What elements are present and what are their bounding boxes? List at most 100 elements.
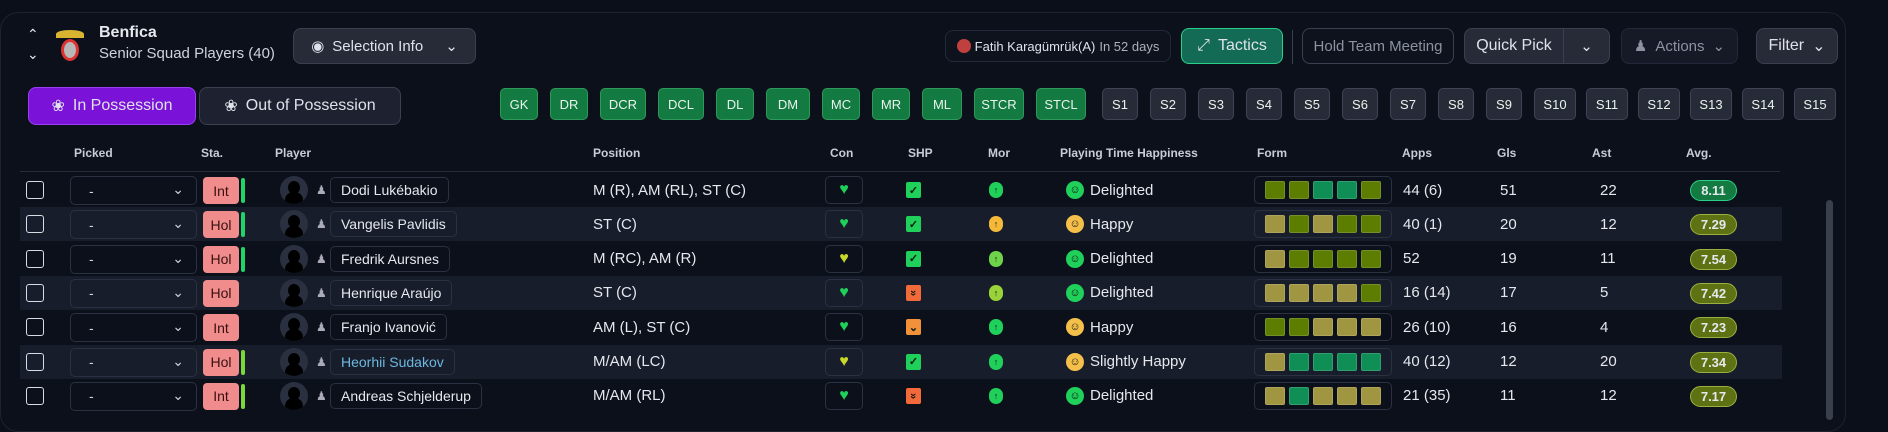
sub-button-s12[interactable]: S12 [1638,88,1680,120]
quick-pick-button[interactable]: Quick Pick [1464,28,1564,64]
player-name-link[interactable]: Franjo Ivanović [330,314,447,341]
status-bar [241,212,245,238]
col-morale[interactable]: Mor [988,146,1010,160]
row-checkbox[interactable] [26,386,44,405]
status-badge[interactable]: Hol [203,245,239,273]
col-player[interactable]: Player [275,146,312,160]
sub-button-s13[interactable]: S13 [1690,88,1732,120]
picked-dropdown[interactable]: - ⌄ [70,244,197,274]
player-name-link[interactable]: Fredrik Aursnes [330,245,451,272]
status-badge[interactable]: Int [203,177,239,204]
player-name-link[interactable]: Andreas Schjelderup [330,382,482,409]
col-average[interactable]: Avg. [1686,146,1712,160]
player-name-link[interactable]: Henrique Araújo [330,279,453,306]
avatar [280,278,308,307]
col-apps[interactable]: Apps [1402,146,1432,160]
selection-info-button[interactable]: ◉ Selection Info ⌄ [293,28,476,64]
col-picked[interactable]: Picked [74,146,113,160]
form-match [1289,215,1309,234]
scrollbar[interactable] [1826,200,1833,420]
sub-button-s8[interactable]: S8 [1438,88,1474,120]
table-row[interactable]: - ⌄ Int ♟ Franjo Ivanović AM (L), ST (C) … [20,310,1782,344]
status-badge[interactable]: Hol [203,348,239,376]
row-checkbox[interactable] [26,283,44,302]
table-row[interactable]: - ⌄ Int ♟ Dodi Lukébakio M (R), AM (RL), … [20,173,1782,207]
sub-button-s4[interactable]: S4 [1246,88,1282,120]
position-button-mr[interactable]: MR [872,88,910,120]
row-checkbox[interactable] [26,215,44,234]
sub-button-s10[interactable]: S10 [1534,88,1576,120]
status-badge[interactable]: Hol [203,279,239,307]
sub-button-s9[interactable]: S9 [1486,88,1522,120]
assists: 22 [1600,181,1617,199]
status-badge[interactable]: Hol [203,211,239,239]
sort-down-icon[interactable]: ⌄ [27,46,39,62]
table-row[interactable]: - ⌄ Hol ♟ Heorhii Sudakov M/AM (LC) ♥ ✓ ↑… [20,344,1782,379]
position-button-dcr[interactable]: DCR [600,88,646,120]
table-row[interactable]: - ⌄ Hol ♟ Fredrik Aursnes M (RC), AM (R) … [20,242,1782,276]
player-name-link[interactable]: Vangelis Pavlidis [330,211,457,238]
col-goals[interactable]: Gls [1497,146,1517,160]
sub-button-s5[interactable]: S5 [1294,88,1330,120]
position-button-mc[interactable]: MC [822,88,860,120]
position-button-dm[interactable]: DM [766,88,810,120]
picked-dropdown[interactable]: - ⌄ [70,347,197,377]
form-match [1361,249,1381,268]
hold-team-meeting-button[interactable]: Hold Team Meeting [1302,28,1454,64]
tab-in-possession[interactable]: ❀ In Possession [28,87,196,125]
tactics-button[interactable]: ⤢ Tactics [1181,28,1283,64]
happiness-face-icon: ☺ [1066,386,1084,405]
table-row[interactable]: - ⌄ Hol ♟ Vangelis Pavlidis ST (C) ♥ ✓ ↑ … [20,207,1782,242]
picked-dropdown[interactable]: - ⌄ [70,278,197,308]
position-button-dl[interactable]: DL [716,88,754,120]
picked-dropdown[interactable]: - ⌄ [70,381,197,411]
sub-button-s2[interactable]: S2 [1150,88,1186,120]
col-position[interactable]: Position [593,146,641,160]
next-fixture[interactable]: Fatih Karagümrük(A) In 52 days [945,30,1171,62]
sub-button-s7[interactable]: S7 [1390,88,1426,120]
tab-out-of-possession[interactable]: ❀ Out of Possession [199,87,401,125]
person-icon: ♟ [316,217,327,232]
col-status[interactable]: Sta. [201,146,224,160]
position-button-dr[interactable]: DR [550,88,588,120]
picked-dropdown[interactable]: - ⌄ [70,313,197,343]
form-match [1361,352,1381,371]
position-button-stcr[interactable]: STCR [974,88,1024,120]
position-button-gk[interactable]: GK [500,88,538,120]
sub-button-s1[interactable]: S1 [1102,88,1138,120]
happiness-face-icon: ☺ [1066,283,1084,302]
picked-dropdown[interactable]: - ⌄ [70,210,197,240]
table-row[interactable]: - ⌄ Int ♟ Andreas Schjelderup M/AM (RL) ♥… [20,379,1782,413]
table-row[interactable]: - ⌄ Hol ♟ Henrique Araújo ST (C) ♥ » ↑ ☺ … [20,275,1782,310]
status-badge[interactable]: Int [203,314,239,342]
filter-button[interactable]: Filter ⌄ [1756,28,1838,64]
row-checkbox[interactable] [26,181,44,199]
row-checkbox[interactable] [26,249,44,268]
status-badge[interactable]: Int [203,382,239,410]
sub-button-s11[interactable]: S11 [1586,88,1628,120]
sub-button-s15[interactable]: S15 [1794,88,1836,120]
position-button-ml[interactable]: ML [922,88,962,120]
col-assists[interactable]: Ast [1592,146,1612,160]
picked-dropdown[interactable]: - ⌄ [70,176,197,205]
sub-button-s3[interactable]: S3 [1198,88,1234,120]
sort-up-icon[interactable]: ⌃ [27,26,39,42]
quick-pick-dropdown[interactable]: ⌄ [1563,28,1610,64]
row-checkbox[interactable] [26,318,44,337]
squad-subtitle: Senior Squad Players (40) [99,45,275,62]
player-name-link[interactable]: Heorhii Sudakov [330,348,455,375]
sub-button-s14[interactable]: S14 [1742,88,1784,120]
col-form[interactable]: Form [1257,146,1287,160]
col-condition[interactable]: Con [830,146,854,160]
position-button-stcl[interactable]: STCL [1036,88,1086,120]
chevron-down-icon: ⌄ [172,215,184,232]
position-button-dcl[interactable]: DCL [658,88,704,120]
actions-button[interactable]: ♟ Actions ⌄ [1621,28,1738,64]
col-shp[interactable]: SHP [908,146,933,160]
row-checkbox[interactable] [26,352,44,371]
form-match [1265,386,1285,405]
col-playing-time[interactable]: Playing Time Happiness [1060,146,1198,160]
player-name-link[interactable]: Dodi Lukébakio [330,177,449,203]
sub-button-s6[interactable]: S6 [1342,88,1378,120]
club-name: Benfica [99,24,157,41]
